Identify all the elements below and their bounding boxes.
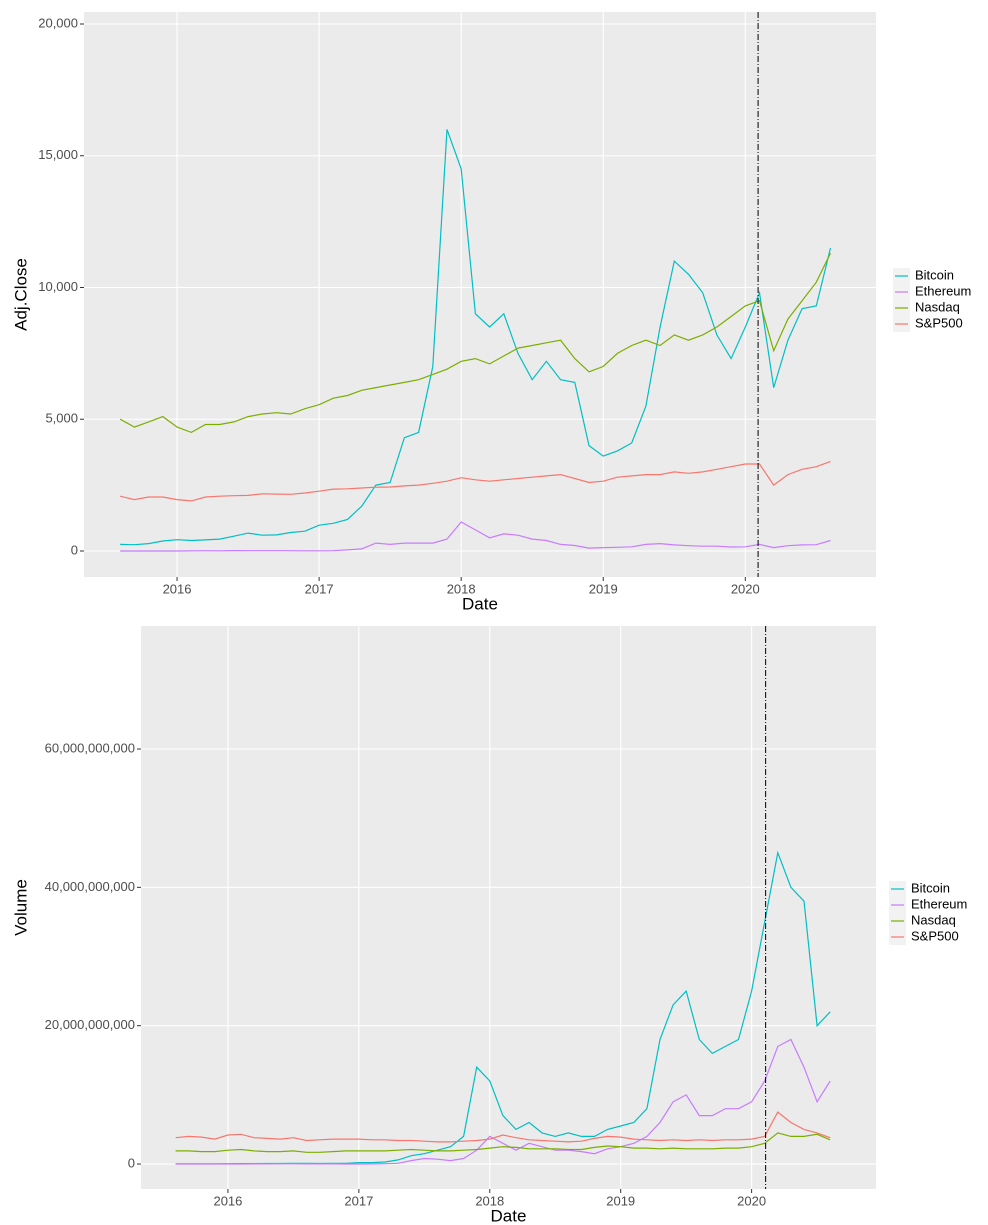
x-tick-label: 2020 [737, 1193, 766, 1208]
y-tick-label: 20,000 [38, 15, 78, 30]
legend-label: S&P500 [915, 315, 963, 330]
series-line [120, 129, 832, 546]
x-tick-label: 2019 [606, 1193, 635, 1208]
legend-label: S&P500 [911, 928, 959, 943]
series-line [175, 1038, 831, 1165]
y-tick-label: 0 [128, 1155, 135, 1170]
y-tick-label: 20,000,000,000 [45, 1017, 135, 1032]
series-line [120, 460, 831, 502]
y-tick-label: 5,000 [45, 411, 78, 426]
x-tick-label: 2017 [305, 581, 334, 596]
y-tick-label: 10,000 [38, 279, 78, 294]
x-tick-label: 2016 [213, 1193, 242, 1208]
x-axis-title: Date [491, 1206, 527, 1225]
x-tick-label: 2019 [589, 581, 618, 596]
series-line [175, 1132, 831, 1153]
x-tick-label: 2018 [447, 581, 476, 596]
series-line [175, 1111, 831, 1143]
legend-label: Nasdaq [911, 912, 956, 927]
y-tick-label: 40,000,000,000 [45, 879, 135, 894]
series-line [119, 252, 832, 434]
legend-label: Nasdaq [915, 299, 960, 314]
panel-background [141, 626, 876, 1189]
series-line [120, 521, 831, 552]
x-tick-label: 2016 [163, 581, 192, 596]
y-axis-title: Adj.Close [11, 258, 30, 331]
legend-label: Ethereum [915, 283, 971, 298]
x-tick-label: 2017 [344, 1193, 373, 1208]
y-tick-label: 60,000,000,000 [45, 740, 135, 755]
panel-background [84, 12, 876, 577]
x-tick-label: 2018 [475, 1193, 504, 1208]
legend-label: Ethereum [911, 896, 967, 911]
y-tick-label: 0 [71, 542, 78, 557]
x-tick-label: 2020 [731, 581, 760, 596]
y-axis-title: Volume [11, 879, 30, 936]
legend-label: Bitcoin [911, 880, 950, 895]
legend-label: Bitcoin [915, 267, 954, 282]
y-tick-label: 15,000 [38, 147, 78, 162]
x-axis-title: Date [462, 594, 498, 613]
